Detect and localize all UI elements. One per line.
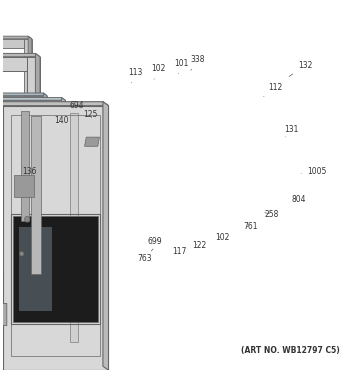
Polygon shape [0,98,65,100]
Text: 804: 804 [291,195,306,204]
Polygon shape [27,57,40,321]
Text: 694: 694 [70,101,84,110]
Polygon shape [62,98,65,337]
Polygon shape [70,113,78,342]
Polygon shape [13,216,98,322]
Polygon shape [28,36,32,318]
Text: 122: 122 [192,241,206,250]
Circle shape [20,252,24,256]
Text: 102: 102 [151,65,165,79]
Text: 102: 102 [215,233,230,242]
Polygon shape [3,106,108,370]
Polygon shape [0,309,23,318]
Text: 258: 258 [265,210,279,219]
Polygon shape [79,104,84,351]
Text: 699: 699 [147,237,162,246]
Text: 117: 117 [172,247,187,256]
Text: 112: 112 [264,83,282,97]
Circle shape [25,216,30,222]
Text: 113: 113 [128,68,142,83]
Text: 132: 132 [289,61,312,76]
Polygon shape [0,93,47,95]
Polygon shape [14,175,34,197]
Polygon shape [0,107,84,351]
Text: (ART NO. WB12797 C5): (ART NO. WB12797 C5) [241,345,340,354]
Polygon shape [0,100,65,337]
Text: 136: 136 [23,167,37,176]
Polygon shape [0,102,108,106]
Polygon shape [0,95,47,325]
Polygon shape [0,53,40,57]
Text: 1005: 1005 [301,167,326,176]
Polygon shape [35,53,40,321]
Polygon shape [19,227,52,311]
Polygon shape [0,104,84,107]
Text: 338: 338 [190,55,205,70]
Polygon shape [0,307,27,321]
Polygon shape [43,93,47,325]
Polygon shape [85,137,99,146]
Text: 131: 131 [285,125,299,137]
Polygon shape [0,57,27,71]
Text: 101: 101 [174,59,188,73]
Polygon shape [0,113,2,342]
Polygon shape [0,303,7,326]
Polygon shape [21,111,29,222]
Polygon shape [1,117,78,322]
Text: 763: 763 [138,249,153,263]
Polygon shape [0,39,23,48]
Polygon shape [0,36,32,39]
Text: 761: 761 [243,222,258,231]
Polygon shape [31,116,41,274]
Text: 125: 125 [83,110,98,119]
Polygon shape [23,39,32,318]
Text: 140: 140 [54,116,69,125]
Polygon shape [103,102,108,370]
Polygon shape [0,241,4,267]
